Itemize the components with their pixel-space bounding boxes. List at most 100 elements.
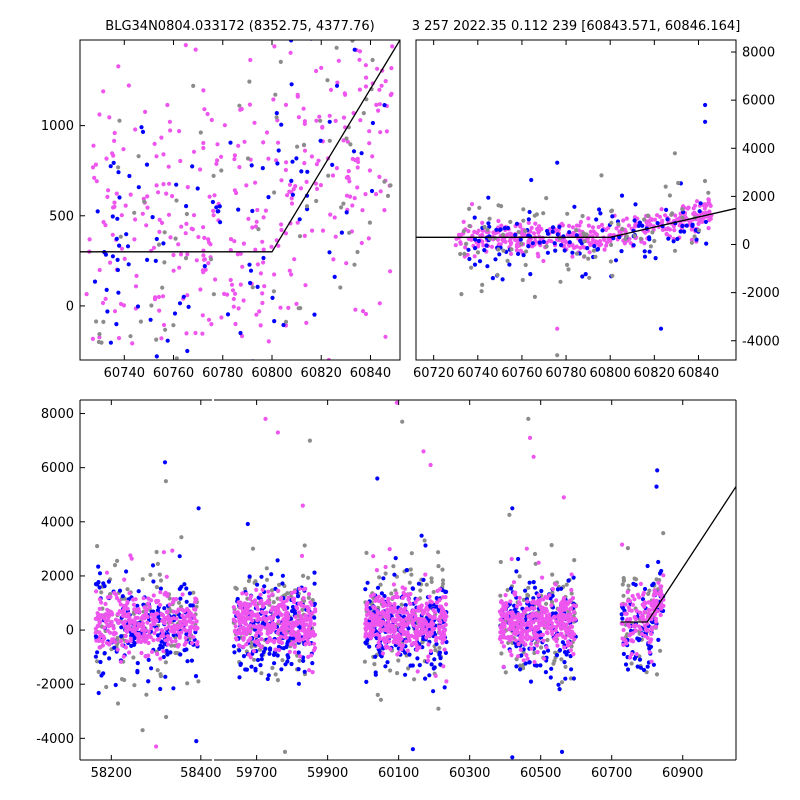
data-point — [297, 217, 302, 222]
data-point — [596, 224, 601, 230]
data-point — [149, 666, 154, 671]
data-point — [282, 616, 287, 621]
data-point — [580, 274, 585, 279]
data-point — [183, 622, 188, 627]
data-point — [151, 579, 156, 584]
data-point — [279, 178, 284, 183]
data-point — [295, 144, 300, 149]
data-point — [439, 610, 444, 616]
data-point — [545, 637, 550, 643]
data-point — [469, 202, 475, 207]
data-point — [136, 589, 141, 594]
data-point — [684, 223, 689, 228]
data-point — [680, 223, 685, 229]
data-point — [126, 83, 131, 88]
data-point — [97, 332, 102, 337]
data-point — [383, 79, 388, 84]
data-point — [318, 118, 323, 123]
data-point — [308, 613, 313, 618]
data-point — [619, 193, 625, 198]
data-point — [390, 18, 394, 22]
data-point — [507, 262, 512, 267]
data-point — [394, 613, 399, 618]
data-point — [392, 602, 397, 607]
data-point — [173, 638, 178, 644]
data-point — [539, 645, 544, 650]
data-point — [559, 586, 564, 591]
data-point — [185, 293, 190, 298]
data-point — [187, 591, 192, 596]
data-point — [188, 617, 193, 622]
data-point — [400, 419, 405, 424]
data-point — [642, 249, 647, 254]
data-point — [401, 625, 406, 630]
data-point — [624, 611, 629, 616]
data-point — [159, 628, 164, 633]
y-tick-label: 6000 — [742, 94, 775, 109]
data-point — [127, 650, 132, 655]
data-point — [578, 219, 584, 225]
data-point — [574, 251, 580, 256]
data-point — [549, 666, 554, 671]
data-point — [503, 670, 508, 675]
data-point — [522, 609, 527, 615]
data-point — [302, 233, 307, 238]
data-point — [415, 645, 420, 650]
data-point — [582, 239, 587, 244]
data-point — [352, 47, 357, 52]
x-tick-label: 60900 — [662, 766, 703, 781]
data-point — [291, 187, 296, 192]
data-point — [202, 264, 207, 269]
data-point — [117, 195, 122, 200]
data-point — [247, 628, 252, 633]
data-point — [608, 238, 613, 244]
plot-area-zoom-right — [416, 102, 736, 358]
data-point — [146, 633, 151, 639]
data-point — [501, 248, 506, 253]
data-point — [406, 593, 411, 599]
data-point — [156, 190, 161, 195]
data-point — [508, 586, 514, 591]
data-point — [636, 223, 642, 228]
data-point — [623, 602, 628, 607]
data-point — [381, 576, 386, 581]
data-point — [104, 684, 109, 690]
data-point — [195, 186, 200, 191]
data-point — [201, 225, 206, 230]
data-point — [359, 151, 364, 156]
data-point — [486, 195, 491, 200]
data-point — [693, 203, 698, 208]
data-point — [301, 573, 306, 579]
data-point — [552, 241, 557, 246]
data-point — [664, 232, 669, 237]
data-point — [190, 164, 195, 169]
data-point — [378, 615, 383, 620]
data-point — [438, 656, 443, 661]
data-point — [113, 592, 119, 597]
data-point — [283, 662, 288, 667]
data-point — [364, 550, 369, 556]
data-point — [647, 640, 652, 645]
data-point — [702, 178, 708, 184]
data-point — [663, 184, 668, 189]
data-point — [578, 238, 583, 243]
data-point — [383, 564, 388, 570]
data-point — [194, 626, 199, 632]
data-point — [161, 550, 166, 555]
y-tick-label: 8000 — [41, 407, 74, 422]
data-point — [466, 229, 471, 234]
data-point — [162, 230, 167, 235]
data-point — [116, 170, 121, 175]
data-point — [102, 625, 107, 630]
data-point — [259, 657, 264, 662]
data-point — [472, 254, 477, 259]
data-point — [278, 305, 283, 310]
data-point — [110, 254, 115, 259]
data-point — [250, 618, 255, 623]
data-point — [376, 594, 381, 599]
data-point — [280, 491, 284, 495]
data-point — [128, 621, 133, 626]
data-point — [135, 607, 140, 613]
data-point — [389, 66, 394, 71]
data-point — [96, 669, 101, 675]
